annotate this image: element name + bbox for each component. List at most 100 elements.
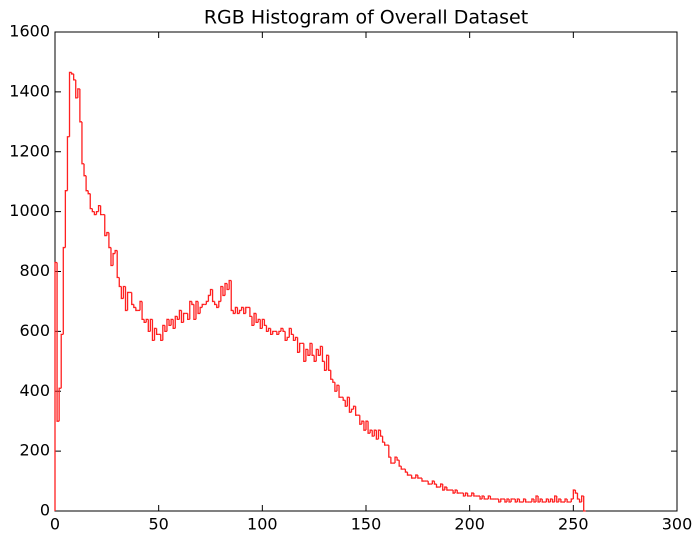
histogram-step bbox=[145, 318, 149, 323]
histogram-step bbox=[199, 306, 203, 314]
histogram-step bbox=[547, 499, 551, 503]
histogram-step bbox=[560, 499, 563, 503]
histogram-step bbox=[176, 316, 180, 321]
histogram-step bbox=[338, 385, 342, 398]
histogram-step bbox=[537, 496, 541, 503]
histogram-step bbox=[336, 384, 340, 392]
histogram-step bbox=[518, 499, 522, 503]
histogram-step bbox=[131, 292, 134, 306]
y-tick-label: 200 bbox=[19, 441, 50, 460]
histogram-step bbox=[93, 211, 97, 216]
histogram-step bbox=[570, 498, 574, 503]
histogram-step bbox=[454, 489, 458, 494]
histogram-step bbox=[350, 408, 354, 413]
histogram-step bbox=[255, 313, 259, 324]
histogram-step bbox=[299, 342, 302, 353]
histogram-step bbox=[315, 348, 319, 362]
histogram-step bbox=[371, 430, 375, 437]
histogram-step bbox=[309, 342, 313, 356]
histogram-step bbox=[253, 312, 257, 326]
histogram-step bbox=[558, 498, 561, 503]
histogram-step bbox=[66, 136, 70, 191]
plot-frame bbox=[54, 31, 678, 512]
histogram-step bbox=[85, 175, 89, 192]
histogram-step bbox=[259, 319, 263, 330]
histogram-step bbox=[135, 307, 138, 312]
histogram-step bbox=[95, 210, 99, 215]
histogram-step bbox=[104, 214, 107, 237]
histogram-step bbox=[164, 325, 167, 333]
histogram-step bbox=[483, 496, 487, 500]
histogram-step bbox=[514, 499, 518, 503]
histogram-step bbox=[369, 429, 373, 434]
histogram-step bbox=[381, 436, 385, 443]
histogram-step bbox=[524, 499, 528, 503]
histogram-step bbox=[435, 484, 439, 488]
histogram-step bbox=[576, 493, 580, 500]
histogram-step bbox=[307, 349, 311, 356]
histogram-step bbox=[359, 415, 362, 425]
histogram-step bbox=[442, 484, 445, 491]
histogram-step bbox=[504, 499, 507, 503]
histogram-step bbox=[462, 493, 466, 497]
histogram-step bbox=[545, 498, 549, 503]
histogram-step bbox=[346, 396, 350, 407]
histogram-step bbox=[431, 480, 435, 485]
histogram-step bbox=[481, 495, 485, 500]
histogram-step bbox=[367, 421, 371, 434]
histogram-step bbox=[120, 286, 124, 300]
histogram-step bbox=[166, 318, 170, 332]
histogram-step bbox=[54, 261, 58, 511]
histogram-step bbox=[153, 327, 157, 341]
histogram-step bbox=[205, 300, 209, 305]
histogram-step bbox=[471, 492, 474, 497]
histogram-step bbox=[400, 466, 404, 470]
histogram-step bbox=[149, 318, 153, 332]
histogram-step bbox=[479, 496, 483, 500]
histogram-step bbox=[319, 345, 323, 356]
histogram-step bbox=[500, 498, 503, 503]
y-tick-label: 600 bbox=[19, 321, 50, 340]
histogram-step bbox=[213, 301, 217, 306]
histogram-step bbox=[226, 283, 230, 291]
histogram-step bbox=[168, 319, 172, 327]
histogram-step bbox=[506, 498, 510, 503]
histogram-step bbox=[572, 489, 576, 500]
histogram-step bbox=[68, 71, 72, 137]
histogram-step bbox=[352, 405, 356, 410]
histogram-step bbox=[439, 483, 443, 488]
histogram-step bbox=[143, 319, 147, 324]
histogram-step bbox=[89, 193, 93, 210]
histogram-step bbox=[510, 498, 514, 503]
histogram-step bbox=[263, 319, 267, 327]
histogram-step bbox=[261, 318, 265, 329]
histogram-step bbox=[446, 487, 449, 491]
histogram-step bbox=[406, 472, 410, 476]
histogram-step bbox=[410, 475, 414, 479]
histogram-step bbox=[87, 190, 91, 195]
y-tick-label: 1000 bbox=[9, 201, 50, 220]
histogram-step bbox=[118, 277, 122, 288]
histogram-step bbox=[325, 354, 329, 371]
histogram-step bbox=[556, 496, 559, 503]
histogram-step bbox=[498, 499, 501, 503]
histogram-step bbox=[305, 348, 308, 362]
histogram-step bbox=[539, 498, 543, 503]
chart-title: RGB Histogram of Overall Dataset bbox=[204, 7, 528, 29]
histogram-step bbox=[328, 355, 331, 371]
histogram-step bbox=[170, 318, 174, 326]
histogram-step bbox=[384, 442, 387, 446]
histogram-step bbox=[311, 343, 315, 356]
histogram-step bbox=[75, 79, 78, 99]
histogram-step bbox=[79, 88, 82, 123]
histogram-step bbox=[398, 460, 402, 467]
histogram-step bbox=[64, 190, 68, 248]
histogram-step bbox=[245, 306, 248, 314]
histogram-step bbox=[583, 496, 586, 512]
histogram-step bbox=[417, 475, 420, 479]
histogram-step bbox=[195, 300, 199, 320]
histogram-step bbox=[396, 457, 400, 461]
histogram-step bbox=[444, 486, 447, 491]
histogram-step bbox=[251, 316, 255, 327]
